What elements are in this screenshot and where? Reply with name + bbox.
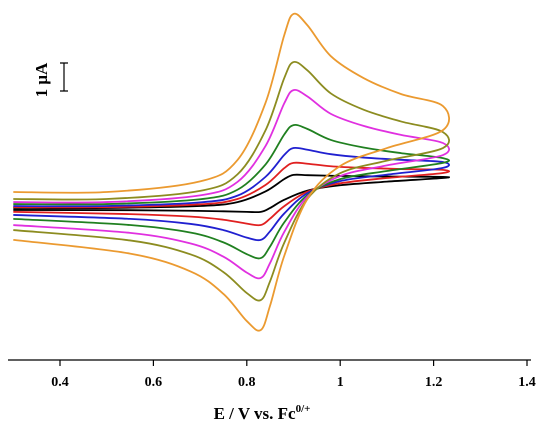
cv-curve (13, 88, 450, 280)
cv-curve (13, 161, 450, 227)
x-tick-label: 0.8 (238, 375, 256, 390)
x-tick-label: 1 (337, 375, 344, 390)
scale-bar-label: 1 μA (32, 62, 51, 97)
x-tick-label: 0.6 (145, 375, 163, 390)
cv-curve (13, 173, 450, 214)
x-axis-label-text: E / V vs. Fc (214, 404, 296, 423)
x-axis-label: E / V vs. Fc0/+ (214, 403, 311, 423)
cv-curve (13, 60, 450, 302)
x-tick-label: 0.4 (51, 375, 69, 390)
x-tick-label: 1.4 (518, 375, 536, 390)
x-tick-label: 1.2 (425, 375, 443, 390)
cv-curve (13, 123, 450, 260)
scale-bar (60, 62, 68, 92)
cv-curve (13, 12, 450, 332)
cv-curve (13, 146, 450, 242)
x-axis-label-sup: 0/+ (296, 403, 311, 415)
